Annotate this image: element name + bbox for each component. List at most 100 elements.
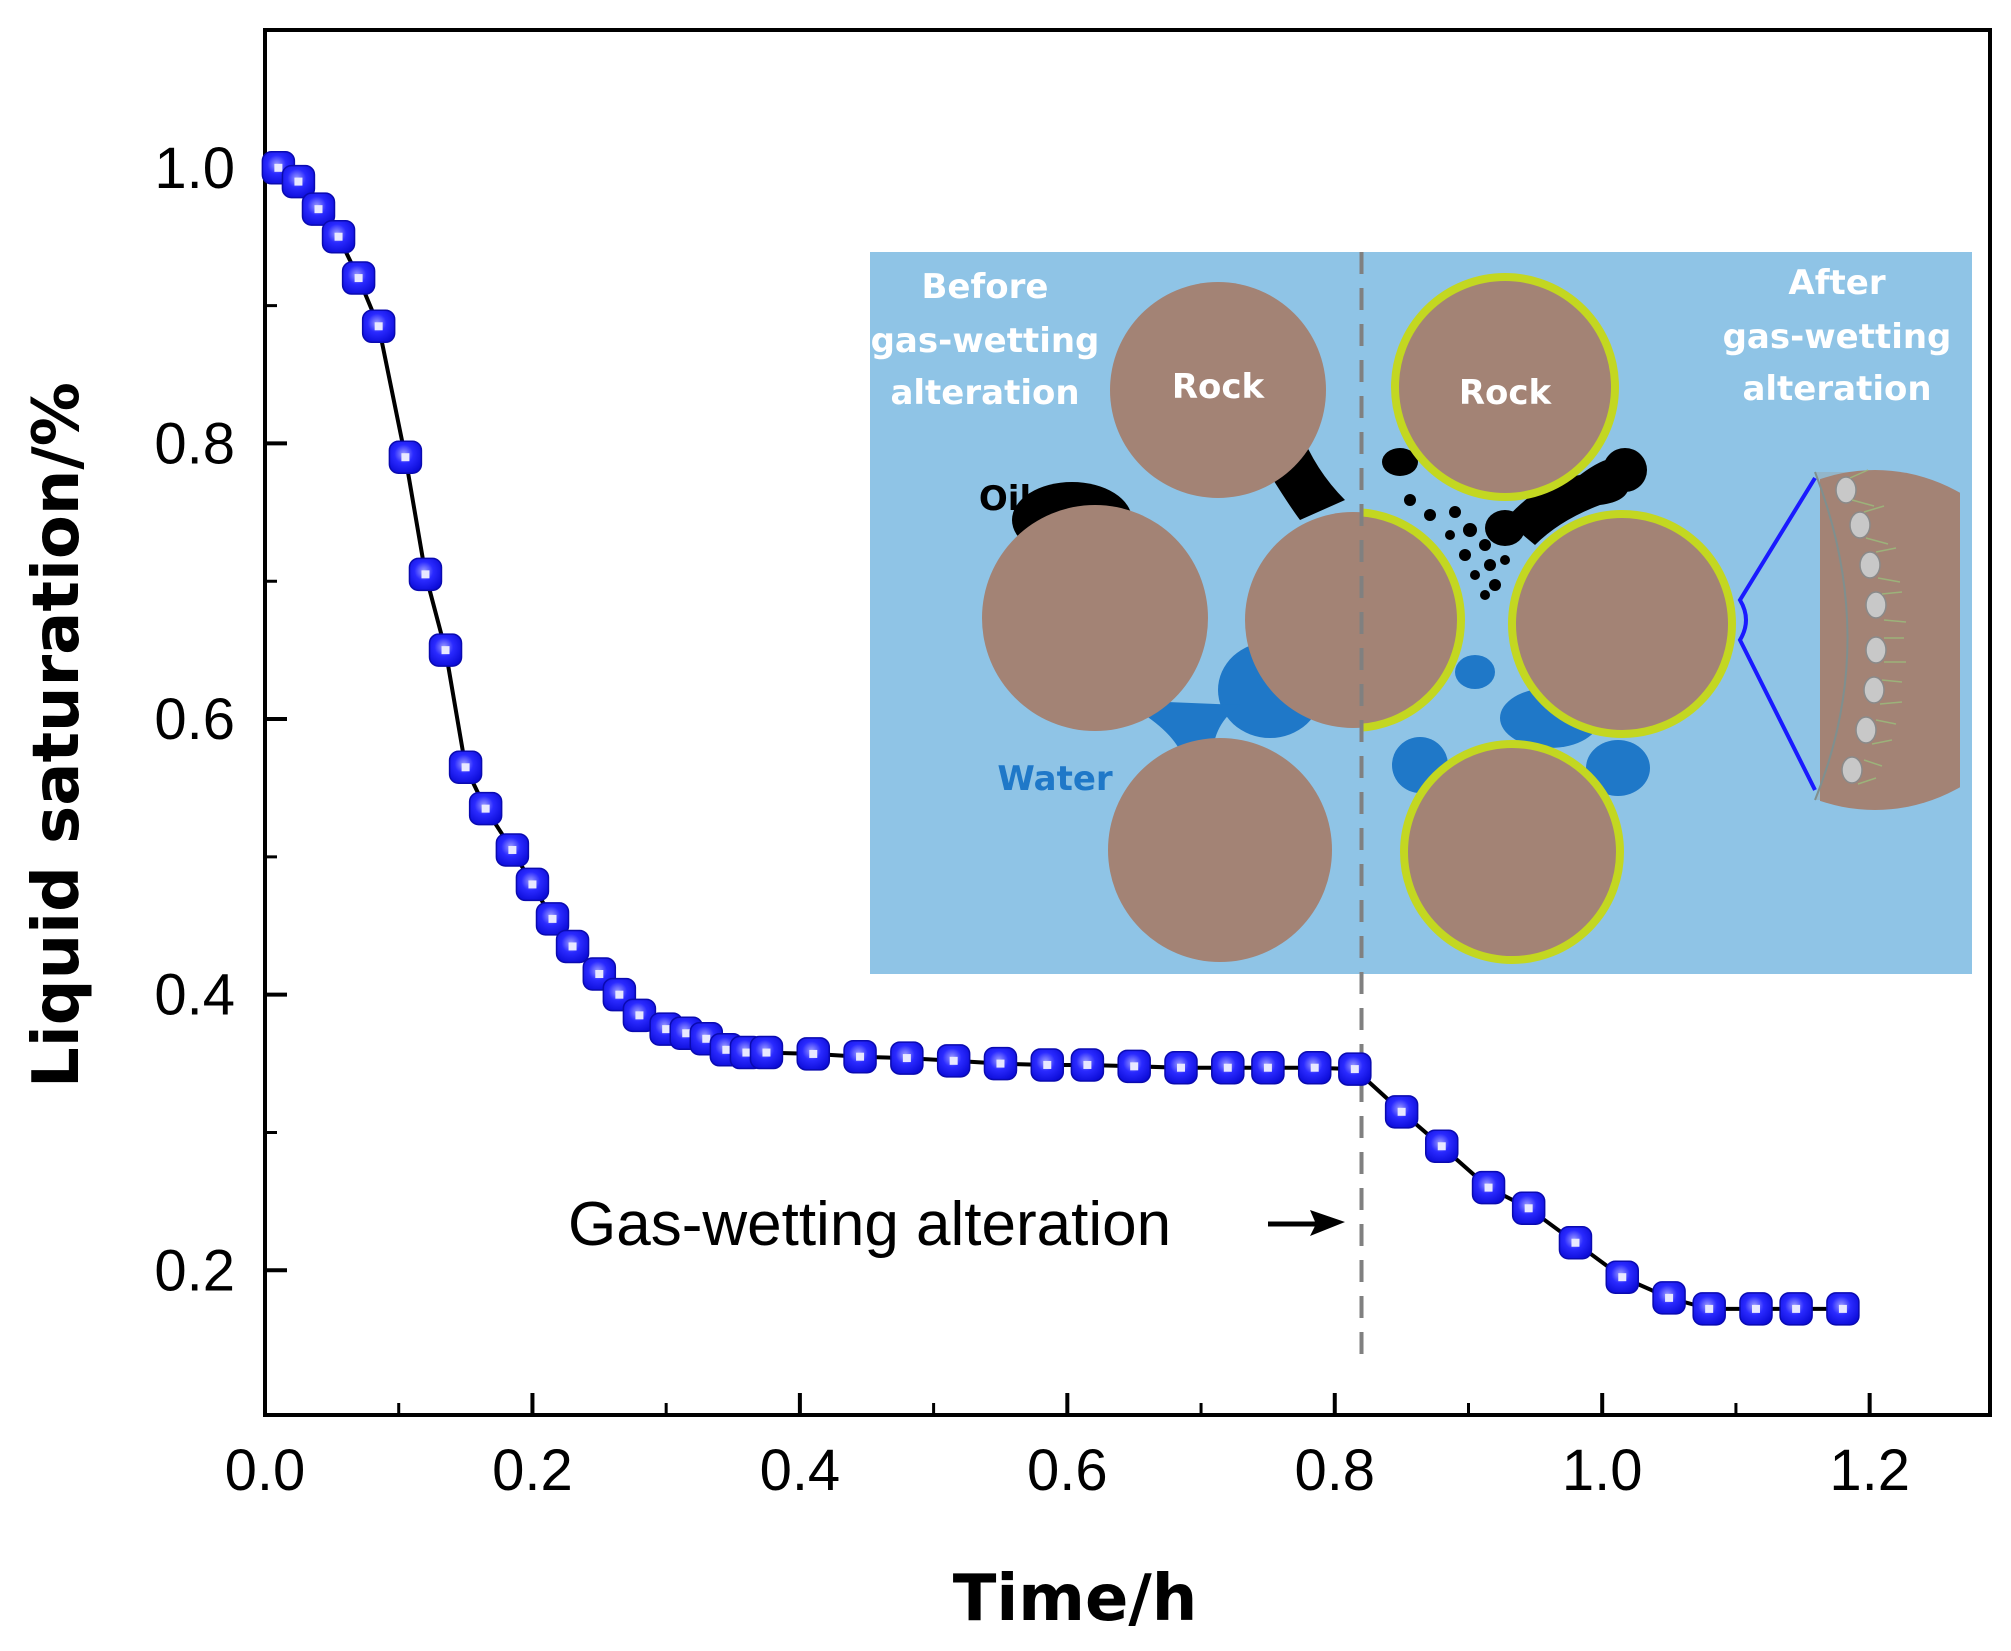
data-point-highlight — [856, 1052, 865, 1061]
rock-label-left: Rock — [1172, 367, 1266, 407]
data-point — [796, 1037, 831, 1071]
data-point — [1070, 1048, 1105, 1082]
oil-blob-mid — [1485, 510, 1525, 546]
data-point — [1117, 1049, 1151, 1084]
data-point-highlight — [949, 1056, 958, 1065]
data-point-highlight — [1043, 1060, 1052, 1069]
data-point — [1251, 1050, 1285, 1085]
data-point-highlight — [1838, 1304, 1847, 1313]
data-point-highlight — [334, 232, 343, 241]
y-tick-label: 0.8 — [154, 411, 235, 476]
x-tick-label: 0.4 — [760, 1438, 841, 1503]
oil-blob-top — [1382, 448, 1418, 476]
x-tick-label: 0.2 — [492, 1438, 573, 1503]
rock-left-bottom — [1108, 738, 1332, 962]
rock-right-middle — [1508, 510, 1736, 738]
data-point — [495, 833, 530, 867]
data-point-highlight — [568, 942, 577, 951]
data-point-highlight — [481, 804, 490, 813]
data-point — [515, 867, 550, 902]
data-point-highlight — [1176, 1063, 1185, 1072]
y-tick-label: 0.4 — [154, 963, 235, 1028]
data-point-highlight — [1792, 1304, 1801, 1313]
data-point-highlight — [401, 453, 410, 462]
rock-center — [1245, 512, 1461, 728]
x-axis-ticks: 0.0 0.2 0.4 0.6 0.8 1.0 1.2 — [225, 1393, 1910, 1503]
water-blob-4 — [1586, 740, 1650, 796]
before-label-line3: alteration — [890, 373, 1079, 413]
data-point — [1826, 1292, 1860, 1326]
x-axis-title: Time/h — [953, 1562, 1198, 1636]
data-point — [890, 1041, 924, 1075]
rock-left-top — [1110, 282, 1326, 498]
data-point-highlight — [421, 570, 430, 579]
x-tick-label: 1.2 — [1829, 1438, 1910, 1503]
rock-left-middle — [982, 505, 1208, 731]
rock-right-bottom — [1400, 740, 1624, 964]
inset-illustration: Before gas-wetting alteration After gas-… — [870, 252, 1972, 974]
data-point — [321, 219, 356, 254]
data-point — [1424, 1129, 1459, 1164]
x-tick-label: 1.0 — [1562, 1438, 1643, 1503]
data-point — [1297, 1050, 1332, 1085]
rock-right-top — [1391, 273, 1619, 501]
data-point — [428, 633, 463, 667]
data-point-highlight — [1571, 1238, 1580, 1247]
data-point-highlight — [1083, 1060, 1092, 1069]
data-point-highlight — [615, 990, 624, 999]
data-point — [361, 309, 396, 344]
oil-throat-right — [1505, 458, 1630, 545]
y-axis-title: Liquid saturation/% — [20, 382, 94, 1088]
data-point — [1558, 1225, 1593, 1260]
data-point-highlight — [354, 274, 363, 283]
after-label-line3: alteration — [1742, 369, 1931, 409]
data-point-highlight — [548, 914, 557, 923]
y-tick-label: 0.6 — [154, 687, 235, 752]
data-point-highlight — [1310, 1063, 1319, 1072]
data-point-highlight — [595, 970, 604, 979]
data-point-highlight — [1484, 1183, 1493, 1192]
data-point-highlight — [1223, 1063, 1232, 1072]
data-point — [936, 1044, 971, 1078]
data-point-highlight — [1397, 1107, 1406, 1116]
data-point-highlight — [314, 205, 323, 214]
data-point-highlight — [508, 845, 517, 854]
data-point-highlight — [702, 1034, 711, 1043]
data-point-highlight — [1437, 1142, 1446, 1151]
data-point-highlight — [742, 1048, 751, 1057]
data-point-highlight — [374, 322, 383, 331]
data-point-highlight — [996, 1059, 1005, 1068]
data-point — [1471, 1170, 1506, 1205]
data-point — [749, 1035, 784, 1070]
data-point-highlight — [1130, 1062, 1139, 1071]
data-point — [468, 791, 503, 826]
data-point-highlight — [762, 1048, 771, 1057]
data-point — [408, 557, 443, 592]
data-point — [1692, 1292, 1726, 1326]
data-point-highlight — [682, 1029, 691, 1038]
data-point — [1652, 1281, 1686, 1315]
zoom-lens — [1814, 469, 1960, 810]
water-blob-1 — [1455, 655, 1495, 689]
data-point-highlight — [274, 163, 283, 172]
data-point — [1164, 1050, 1198, 1085]
data-point — [448, 750, 483, 785]
data-point-highlight — [1705, 1304, 1714, 1313]
data-point-highlight — [635, 1011, 644, 1020]
before-label-line2: gas-wetting — [871, 321, 1100, 361]
oil-label: Oil — [979, 479, 1031, 519]
y-axis-ticks: 0.2 0.4 0.6 0.8 1.0 — [154, 136, 287, 1303]
data-point-highlight — [1618, 1273, 1627, 1282]
data-point — [301, 192, 336, 226]
oil-droplet-right — [1603, 448, 1647, 492]
data-point-highlight — [1263, 1063, 1272, 1072]
data-point-highlight — [294, 177, 303, 186]
data-point — [341, 261, 376, 295]
plot-area-frame — [263, 28, 1992, 1417]
data-point-highlight — [1524, 1204, 1533, 1213]
after-label-line2: gas-wetting — [1723, 317, 1952, 357]
after-label-line1: After — [1788, 263, 1885, 303]
x-tick-label: 0.8 — [1294, 1438, 1375, 1503]
rock-center-rim — [1360, 508, 1465, 732]
